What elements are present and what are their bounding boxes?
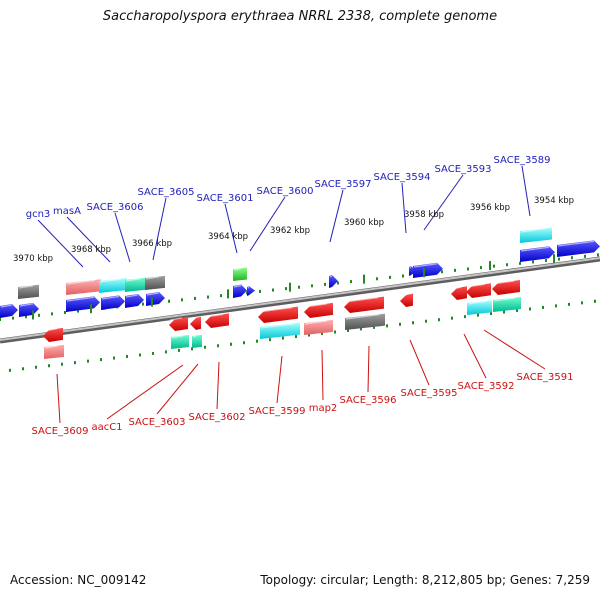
gene-box-SACE_3592 (467, 300, 492, 315)
gene-arrow-fwd-end (557, 240, 600, 257)
gene-label[interactable]: gcn3 (26, 209, 51, 220)
gene-callout-line (401, 182, 407, 234)
gene-box-aacC1 (171, 335, 189, 349)
gene-label[interactable]: map2 (309, 403, 338, 414)
gene-box-SACE_3605a (125, 277, 146, 292)
gene-box-gcn3 (18, 284, 39, 299)
gene-label[interactable]: SACE_3601 (197, 193, 254, 204)
gene-label[interactable]: SACE_3602 (189, 412, 246, 423)
gene-arrow-SACE_3609 (43, 327, 63, 342)
scale-tick-label: 3964 kbp (208, 232, 248, 242)
gene-callout-line (114, 212, 131, 263)
scale-tick-label: 3958 kbp (404, 210, 444, 220)
accession-text: Accession: NC_009142 (10, 573, 147, 587)
gene-callout-line (106, 364, 184, 420)
gene-callout-line (483, 329, 546, 370)
gene-arrow-SACE_3592 (466, 283, 491, 298)
gene-box-SACE_3603 (192, 334, 202, 348)
genome-backbone-highlight (0, 257, 600, 341)
gene-callout-line (276, 355, 283, 404)
scale-tick-label: 3960 kbp (344, 218, 384, 228)
gene-callout-line (249, 196, 286, 252)
scale-tick-layer: 3970 kbp 3968 kbp 3966 kbp 3964 kbp 3962 kbp… (13, 196, 574, 320)
gene-label[interactable]: SACE_3591 (517, 372, 574, 383)
scale-tick-label: 3962 kbp (270, 226, 310, 236)
gene-arrow-map2 (304, 302, 333, 318)
page-title: Saccharopolyspora erythraea NRRL 2338, c… (102, 9, 498, 24)
gene-label[interactable]: SACE_3594 (374, 172, 431, 183)
scale-tick-label: 3956 kbp (470, 203, 510, 213)
gene-callout-line (329, 189, 344, 243)
gene-callout-line (56, 373, 61, 424)
gene-callout-line (321, 349, 324, 401)
gene-box-map2 (304, 319, 333, 335)
gene-callout-line (409, 339, 430, 386)
gene-arrow-SACE_3600 (247, 286, 255, 296)
gene-arrow-SACE_3599 (258, 306, 298, 323)
gene-box-SACE_3596 (345, 313, 385, 330)
gene-label[interactable]: SACE_3597 (315, 179, 372, 190)
gene-box-SACE_3589 (520, 227, 552, 243)
gene-arrow-SACE_3591 (492, 279, 520, 295)
gene-arrow-aacC1 (169, 316, 188, 331)
gene-arrow-SACE_3606 (101, 295, 125, 310)
gene-label[interactable]: SACE_3592 (458, 381, 515, 392)
gene-label[interactable]: SACE_3596 (340, 395, 397, 406)
gene-box-masA (66, 279, 101, 295)
gene-label[interactable]: SACE_3600 (257, 186, 314, 197)
gene-label[interactable]: masA (53, 206, 81, 217)
gene-box-SACE_3605b (145, 275, 165, 290)
gene-arrow-SACE_3592a (451, 286, 467, 300)
gene-callout-line (463, 333, 487, 379)
gene-label[interactable]: SACE_3593 (435, 164, 492, 175)
gene-arrow-SACE_3602 (205, 313, 229, 328)
scale-tick-label: 3966 kbp (132, 239, 172, 249)
gene-arrow-SACE_3589 (520, 246, 555, 262)
gene-arrow-SACE_3605b (146, 291, 165, 306)
gene-callout-line (224, 203, 238, 254)
gene-callout-line (152, 197, 167, 261)
gene-label[interactable]: SACE_3609 (32, 426, 89, 437)
gene-arrow-SACE_3597 (329, 275, 338, 288)
gene-arrow-SACE_3596 (344, 296, 384, 313)
gene-label[interactable]: aacC1 (91, 422, 122, 433)
gene-callout-line (367, 345, 370, 393)
gene-arrow-SACE_3603 (190, 316, 201, 330)
scale-tick-label: 3970 kbp (13, 254, 53, 264)
gene-label[interactable]: SACE_3605 (138, 187, 195, 198)
gene-callout-line (156, 363, 199, 415)
gene-arrow-SACE_3605a (125, 293, 144, 308)
topology-text: Topology: circular; Length: 8,212,805 bp… (260, 573, 590, 587)
gene-label[interactable]: SACE_3595 (401, 388, 458, 399)
gene-arrow-SACE_3593 (413, 262, 443, 278)
scale-tick-label: 3954 kbp (534, 196, 574, 206)
gene-layer (0, 227, 600, 359)
gene-arrow-masA (66, 296, 100, 312)
gene-callout-layer: gcn3 masA SACE_3606SACE_3605SACE_3601SACE_… (26, 155, 574, 437)
scale-tick-label: 3968 kbp (71, 245, 111, 255)
gene-arrow-fwd-1 (0, 304, 18, 318)
gene-box-SACE_3606 (99, 277, 127, 293)
gene-arrow-SACE_3601 (233, 284, 247, 298)
gene-label[interactable]: SACE_3599 (249, 406, 306, 417)
gene-callout-line (66, 216, 111, 263)
gene-box-SACE_3601 (233, 267, 247, 281)
gene-box-SACE_3591 (493, 296, 521, 312)
gene-box-SACE_3599 (260, 322, 300, 339)
gene-label[interactable]: SACE_3603 (129, 417, 186, 428)
gene-arrow-fwd-2 (19, 302, 39, 317)
gene-box-SACE_3609 (44, 344, 64, 359)
gene-arrow-SACE_3595 (400, 293, 413, 307)
gene-callout-line (37, 219, 84, 268)
genome-backbone-layer (0, 256, 600, 344)
gene-callout-line (216, 361, 220, 410)
gene-label[interactable]: SACE_3589 (494, 155, 551, 166)
gene-callout-line (521, 165, 531, 217)
gene-callout-line (423, 174, 464, 231)
gene-label[interactable]: SACE_3606 (87, 202, 144, 213)
